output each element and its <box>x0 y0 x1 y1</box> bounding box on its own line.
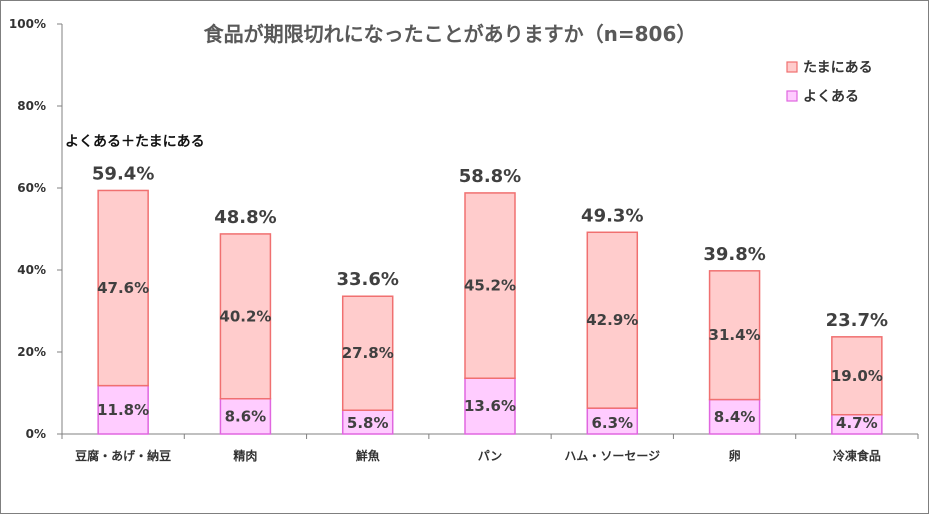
segment-label: 27.8% <box>342 344 394 362</box>
total-label: 59.4% <box>92 163 154 184</box>
bar-segment <box>708 270 761 401</box>
legend-label: たまにある <box>803 60 873 76</box>
x-tick-label: 鮮魚 <box>356 448 380 463</box>
bar-segment <box>464 192 516 379</box>
total-label: 58.8% <box>459 166 521 187</box>
segment-label: 8.4% <box>714 408 756 426</box>
segment-label: 40.2% <box>219 307 271 325</box>
bar-segment <box>464 377 516 435</box>
segment-label: 31.4% <box>709 326 761 344</box>
bar-segment <box>219 233 272 400</box>
legend-swatch <box>786 61 798 73</box>
y-tick-label: 60% <box>17 181 46 195</box>
x-tick-label: 精肉 <box>233 448 257 463</box>
y-tick-label: 100% <box>9 17 46 31</box>
total-caption: よくある＋たまにある <box>65 134 205 150</box>
x-tick-label: 卵 <box>729 448 741 463</box>
segment-label: 42.9% <box>586 311 638 329</box>
total-label: 33.6% <box>336 269 398 290</box>
segment-label: 19.0% <box>831 367 883 385</box>
legend-label: よくある <box>803 89 859 105</box>
y-tick-label: 20% <box>17 345 46 359</box>
segment-label: 4.7% <box>836 414 878 432</box>
bar-segment <box>219 397 272 435</box>
y-tick-label: 0% <box>26 427 46 441</box>
segment-label: 45.2% <box>464 277 516 295</box>
total-label: 39.8% <box>703 244 765 265</box>
segment-label: 8.6% <box>225 407 267 425</box>
x-tick-label: パン <box>478 449 503 463</box>
segment-label: 5.8% <box>347 414 389 432</box>
y-tick-label: 40% <box>17 263 46 277</box>
segment-label: 47.6% <box>97 279 149 297</box>
bar-segment <box>708 398 761 435</box>
x-tick-label: 豆腐・あげ・納豆 <box>75 448 171 463</box>
legend-swatch <box>786 90 798 102</box>
chart-title: 食品が期限切れになったことがありますか（n=806） <box>204 22 697 46</box>
x-tick-label: ハム・ソーセージ <box>564 449 660 463</box>
total-label: 49.3% <box>581 205 643 226</box>
x-tick-label: 冷凍食品 <box>833 448 881 463</box>
total-label: 23.7% <box>826 310 888 331</box>
segment-label: 6.3% <box>591 414 633 432</box>
bar-segment <box>586 231 639 409</box>
segment-label: 11.8% <box>97 401 149 419</box>
total-label: 48.8% <box>214 207 276 228</box>
bar-segment <box>97 189 149 387</box>
bar-segment <box>831 336 883 416</box>
y-tick-label: 80% <box>17 99 46 113</box>
segment-label: 13.6% <box>464 397 516 415</box>
bar-segment <box>341 295 394 411</box>
